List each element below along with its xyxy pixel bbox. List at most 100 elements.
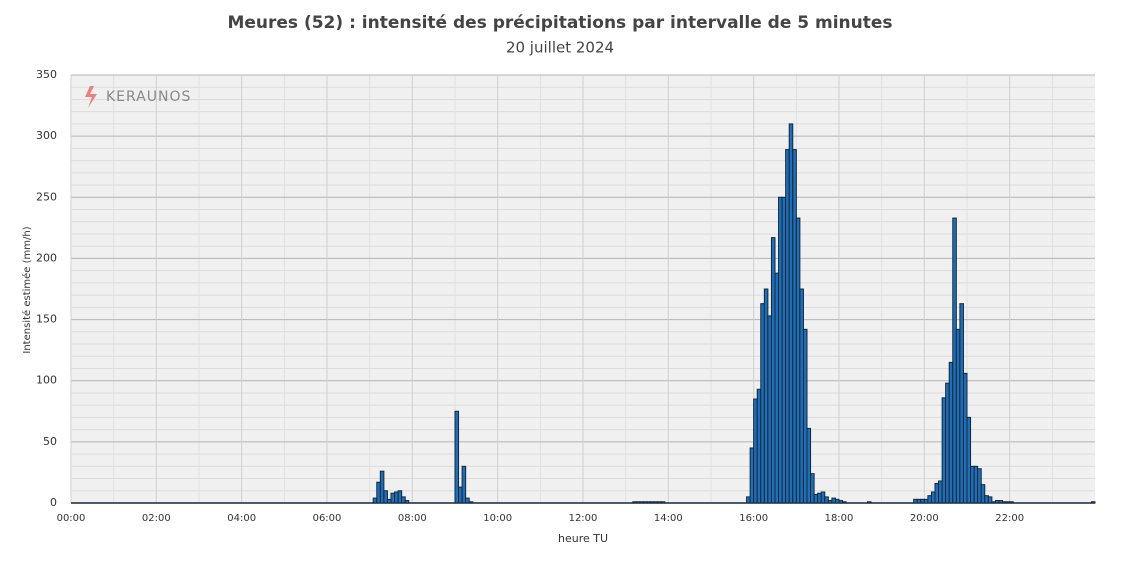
x-axis-label: heure TU xyxy=(558,532,608,545)
bar xyxy=(962,372,968,504)
bar xyxy=(774,272,780,504)
bar xyxy=(987,496,993,504)
bar xyxy=(465,497,470,504)
watermark-icon xyxy=(85,86,97,108)
chart-subtitle: 20 juillet 2024 xyxy=(506,39,614,57)
bar xyxy=(930,491,936,504)
bar xyxy=(660,501,666,504)
bar xyxy=(927,495,932,504)
y-axis-label: Intensité estimée (mm/h) xyxy=(21,226,33,353)
bar xyxy=(934,482,940,504)
bar xyxy=(838,500,844,504)
bar xyxy=(952,217,957,504)
bar xyxy=(792,149,797,504)
bar xyxy=(753,398,758,504)
bar xyxy=(799,288,804,504)
x-tick-label: 12:00 xyxy=(569,513,598,524)
bar xyxy=(785,149,790,504)
bar xyxy=(749,447,755,504)
bar xyxy=(646,501,652,504)
bar xyxy=(746,496,751,504)
bar xyxy=(991,501,996,504)
bar xyxy=(977,468,982,504)
bar xyxy=(770,237,776,504)
bar xyxy=(1009,501,1014,504)
bar xyxy=(938,480,943,504)
bar xyxy=(756,388,762,504)
bar xyxy=(948,361,954,504)
bar xyxy=(980,484,986,504)
bar xyxy=(795,217,801,504)
bar xyxy=(390,492,396,504)
chart-title: Meures (52) : intensité des précipitatio… xyxy=(227,13,892,33)
bar xyxy=(831,497,836,504)
bar xyxy=(760,303,765,504)
y-tick-label: 50 xyxy=(43,435,57,448)
bar xyxy=(994,500,1000,504)
bar xyxy=(635,501,641,504)
x-tick-label: 14:00 xyxy=(654,513,683,524)
bar xyxy=(941,397,947,504)
x-tick-label: 08:00 xyxy=(398,513,427,524)
bar xyxy=(966,416,972,504)
y-tick-label: 0 xyxy=(50,496,57,509)
bar xyxy=(923,498,929,504)
bar xyxy=(653,501,659,504)
bar xyxy=(394,491,399,504)
x-tick-label: 16:00 xyxy=(739,513,768,524)
bar xyxy=(920,498,925,504)
bar xyxy=(810,473,815,504)
bar xyxy=(386,498,392,504)
bar xyxy=(404,500,410,504)
watermark: KERAUNOS xyxy=(106,89,191,105)
x-tick-label: 10:00 xyxy=(483,513,512,524)
bar xyxy=(842,501,847,504)
x-tick-label: 22:00 xyxy=(995,513,1024,524)
bar xyxy=(973,465,979,504)
bar xyxy=(817,492,822,504)
bar xyxy=(806,427,812,504)
bar xyxy=(1002,501,1007,504)
y-tick-label: 100 xyxy=(36,374,57,387)
bar xyxy=(379,470,385,504)
y-tick-label: 300 xyxy=(36,129,57,142)
x-tick-label: 00:00 xyxy=(57,513,86,524)
bar xyxy=(820,491,826,504)
bar xyxy=(454,410,460,504)
bar xyxy=(383,490,388,504)
y-tick-label: 200 xyxy=(36,251,57,264)
bar xyxy=(781,196,787,504)
bar xyxy=(824,496,829,504)
bar xyxy=(642,501,648,504)
bar xyxy=(1090,501,1096,504)
bar xyxy=(376,481,381,504)
bar xyxy=(632,501,637,504)
bar xyxy=(372,497,378,504)
bar xyxy=(1005,501,1011,504)
bar xyxy=(401,496,406,504)
bar xyxy=(802,328,808,504)
bar xyxy=(763,288,769,504)
bar xyxy=(461,465,467,504)
bar xyxy=(788,123,794,504)
bar xyxy=(827,500,833,504)
bar xyxy=(913,498,918,504)
x-tick-label: 18:00 xyxy=(825,513,854,524)
bar xyxy=(813,493,819,504)
y-tick-label: 350 xyxy=(36,68,57,81)
y-tick-label: 250 xyxy=(36,190,57,203)
bar xyxy=(945,382,950,504)
bar xyxy=(970,465,975,504)
bar xyxy=(458,486,463,504)
x-tick-label: 06:00 xyxy=(313,513,342,524)
bar xyxy=(998,500,1004,504)
x-tick-label: 02:00 xyxy=(142,513,171,524)
bar xyxy=(657,501,662,504)
x-tick-label: 20:00 xyxy=(910,513,939,524)
x-tick-label: 04:00 xyxy=(227,513,256,524)
bar xyxy=(639,501,644,504)
bar xyxy=(916,498,922,504)
y-tick-label: 150 xyxy=(36,313,57,326)
bar xyxy=(955,328,961,504)
bar xyxy=(834,498,840,504)
